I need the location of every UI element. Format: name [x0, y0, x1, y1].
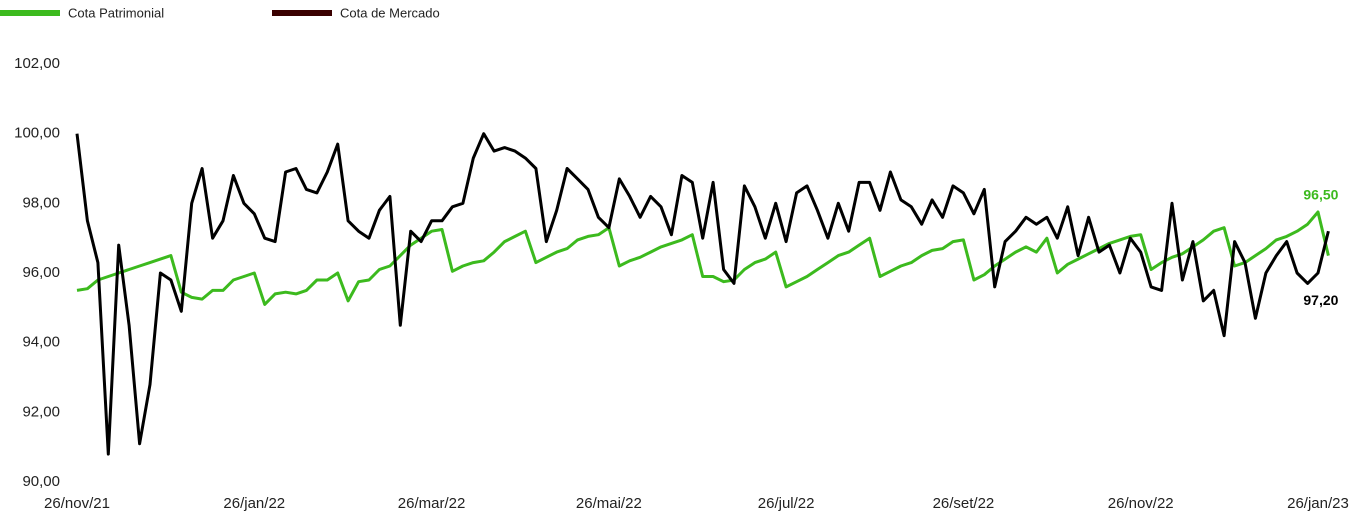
- y-tick-label: 94,00: [22, 334, 60, 351]
- value-label: 97,20: [1303, 292, 1338, 308]
- y-tick-label: 92,00: [22, 403, 60, 420]
- x-tick-label: 26/mai/22: [576, 495, 642, 512]
- x-tick-label: 26/jul/22: [758, 495, 815, 512]
- series-line: [76, 210, 1330, 306]
- x-tick-label: 26/nov/22: [1108, 495, 1174, 512]
- x-tick-label: 26/jan/22: [223, 495, 285, 512]
- series-line: [75, 132, 1330, 456]
- y-tick-label: 100,00: [14, 125, 60, 142]
- legend-label: Cota Patrimonial: [68, 5, 164, 20]
- x-tick-label: 26/jan/23: [1287, 495, 1349, 512]
- x-tick-label: 26/mar/22: [398, 495, 466, 512]
- legend-swatch: [272, 10, 332, 16]
- y-tick-label: 90,00: [22, 473, 60, 490]
- x-tick-label: 26/nov/21: [44, 495, 110, 512]
- legend-swatch: [0, 10, 60, 16]
- y-tick-label: 98,00: [22, 194, 60, 211]
- y-tick-label: 102,00: [14, 55, 60, 72]
- x-tick-label: 26/set/22: [933, 495, 995, 512]
- y-tick-label: 96,00: [22, 264, 60, 281]
- legend-label: Cota de Mercado: [340, 5, 440, 20]
- value-label: 96,50: [1303, 187, 1338, 203]
